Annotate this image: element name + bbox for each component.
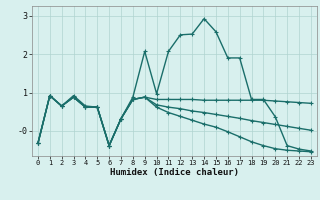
X-axis label: Humidex (Indice chaleur): Humidex (Indice chaleur) (110, 168, 239, 177)
